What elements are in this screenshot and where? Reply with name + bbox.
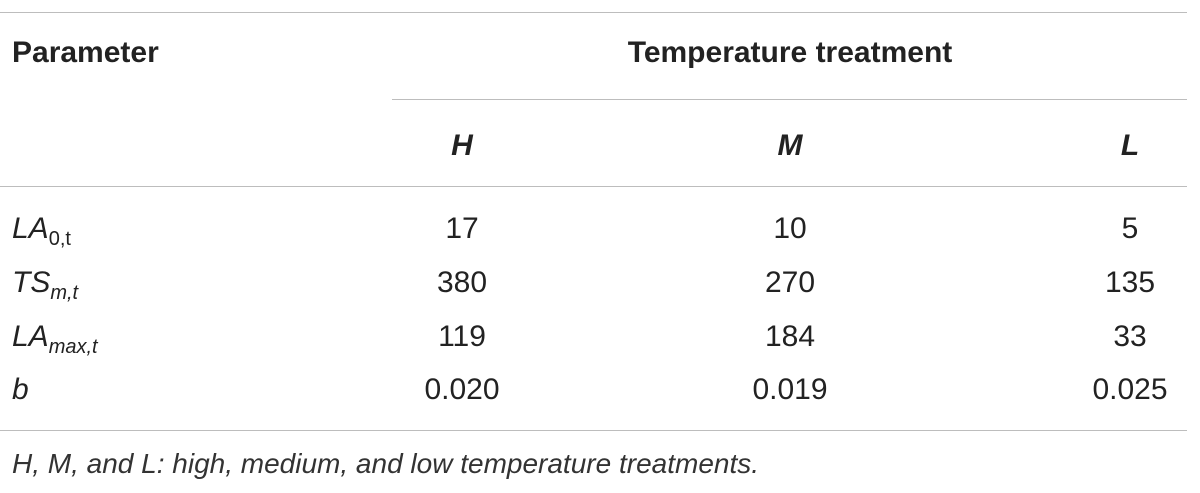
- table-cell: 33: [1113, 320, 1147, 353]
- table-cell: 5: [1121, 212, 1139, 245]
- column-header-m: M: [777, 129, 803, 162]
- table-cell: 0.020: [424, 373, 500, 406]
- table-row-la0-label: LA0,t: [12, 212, 71, 250]
- table-row-b-label: b: [12, 375, 29, 405]
- table-cell: 10: [773, 212, 807, 245]
- param-subscript: m,t: [50, 282, 79, 304]
- table-cell: 135: [1104, 266, 1156, 299]
- param-symbol: TS: [12, 266, 51, 299]
- table-row-tsm-label: TSm,t: [12, 266, 78, 304]
- table-cell: 119: [438, 320, 486, 353]
- table-cell: 380: [436, 266, 488, 299]
- table-cell: 270: [764, 266, 816, 299]
- column-header-l: L: [1120, 129, 1140, 162]
- temperature-treatment-header: Temperature treatment: [627, 36, 953, 69]
- group-header-rule: [392, 99, 1187, 100]
- param-subscript: 0,t: [48, 228, 71, 250]
- param-symbol: LA: [12, 320, 49, 353]
- param-symbol: b: [12, 373, 29, 406]
- param-subscript: max,t: [48, 336, 98, 358]
- table-row-lamax-label: LAmax,t: [12, 320, 98, 358]
- table-bottom-rule: [0, 430, 1187, 431]
- table-cell: 17: [445, 212, 479, 245]
- table-footnote: H, M, and L: high, medium, and low tempe…: [12, 448, 760, 479]
- table-cell: 184: [764, 320, 816, 353]
- column-header-h: H: [451, 129, 473, 162]
- table-cell: 0.019: [752, 373, 828, 406]
- param-symbol: LA: [12, 212, 49, 245]
- table-top-rule: [0, 12, 1187, 13]
- table-cell: 0.025: [1092, 373, 1168, 406]
- header-bottom-rule: [0, 186, 1187, 187]
- parameter-header: Parameter: [12, 36, 159, 69]
